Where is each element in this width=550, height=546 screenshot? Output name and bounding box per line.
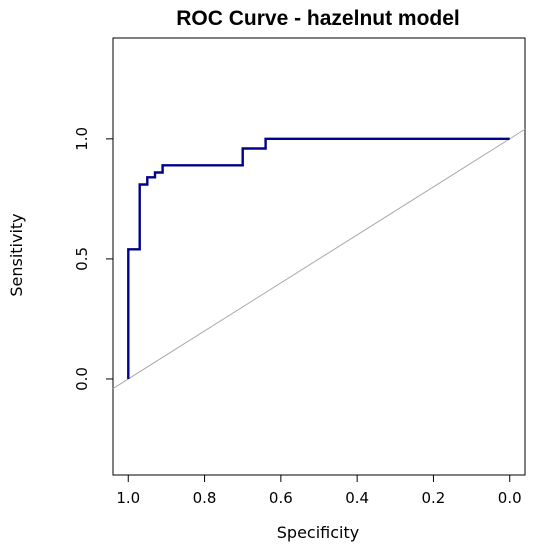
x-tick-label-2: 0.6 [269, 489, 293, 507]
roc-curve-line [127, 137, 510, 379]
y-tick-label-2: 1.0 [73, 127, 91, 151]
x-tick-label-0: 1.0 [116, 489, 140, 507]
x-axis-label: Specificity [277, 523, 359, 542]
reference-diagonal [112, 128, 526, 389]
plot-frame [112, 37, 526, 476]
x-tick-label-3: 0.4 [345, 489, 369, 507]
x-tick-label-5: 0.0 [498, 489, 522, 507]
chart-title: ROC Curve - hazelnut model [176, 7, 460, 30]
y-axis-label: Sensitivity [7, 213, 26, 296]
x-tick-label-1: 0.8 [193, 489, 217, 507]
x-tick-label-4: 0.2 [422, 489, 446, 507]
y-tick-label-1: 0.5 [73, 247, 91, 271]
y-tick-label-0: 0.0 [73, 367, 91, 391]
plot-area: 1.0 0.8 0.6 0.4 0.2 0.0 0.0 0.5 1.0 [73, 37, 526, 507]
